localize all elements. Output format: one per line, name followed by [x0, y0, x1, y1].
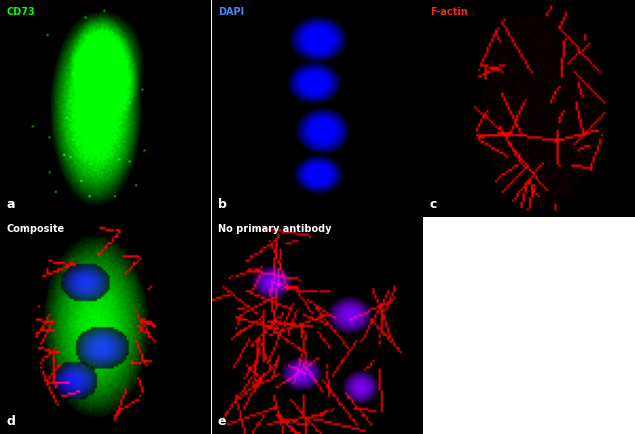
Text: c: c — [430, 197, 437, 210]
Text: d: d — [6, 414, 15, 427]
Text: No primary antibody: No primary antibody — [218, 224, 331, 233]
Text: e: e — [218, 414, 227, 427]
Text: CD73: CD73 — [6, 7, 35, 16]
Text: F-actin: F-actin — [430, 7, 467, 16]
Text: Composite: Composite — [6, 224, 64, 233]
Text: a: a — [6, 197, 15, 210]
Text: DAPI: DAPI — [218, 7, 244, 16]
Text: b: b — [218, 197, 227, 210]
